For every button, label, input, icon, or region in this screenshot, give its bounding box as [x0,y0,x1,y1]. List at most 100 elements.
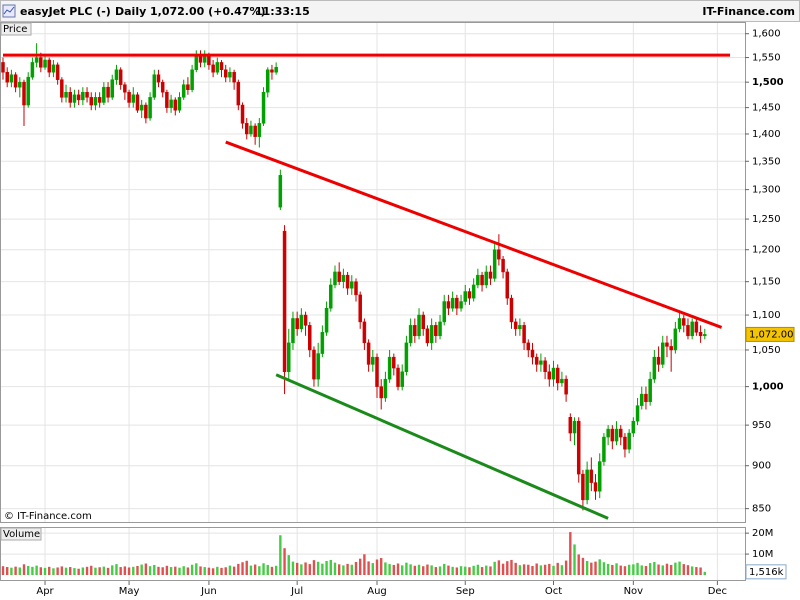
candle-body [30,62,35,78]
volume-bar [220,567,223,575]
candle-body [34,57,39,63]
candle-body [665,342,669,347]
candle-body [341,274,346,282]
volume-bar [556,562,559,575]
y-tick-label: 1,300 [752,185,781,196]
candle-body [543,360,547,372]
candle-body [308,325,312,351]
candle-body [669,346,673,351]
volume-bar [127,567,131,575]
volume-label: Volume [3,529,40,540]
y-tick-label: 850 [752,504,771,515]
candle-body [350,281,354,289]
volume-bar [552,565,555,575]
candle-body [97,97,102,103]
candle-body [534,356,539,365]
volume-bar [380,558,383,575]
candle-body [421,314,425,330]
candle-body [270,69,274,73]
x-tick-label: Jul [290,586,303,597]
volume-bar [291,561,295,575]
volume-bar [333,562,337,575]
candle-body [606,428,610,438]
volume-bar [674,562,677,575]
volume-bar [321,563,324,575]
candle-body [627,432,631,450]
candle-body [64,92,68,98]
volume-bar [350,564,353,575]
candle-body [471,284,476,299]
candle-body [539,360,543,365]
candle-body [287,342,291,372]
volume-bar [178,567,181,575]
candle-body [631,420,636,434]
candle-body [60,79,64,98]
candle-body [139,104,144,111]
volume-bar [564,560,568,575]
candle-body [9,74,14,83]
volume-bar [569,532,572,575]
y-tick-label: 1,400 [752,129,781,140]
volume-bar [111,565,114,575]
x-tick-label: May [119,586,140,597]
volume-bar [703,571,706,575]
volume-bar [52,568,55,575]
volume-bar [228,565,232,575]
candle-body [13,74,18,88]
candle-body [429,325,434,344]
volume-bar [661,565,664,575]
volume-bar [573,544,576,575]
candle-body [211,64,215,73]
y-tick-label: 1,000 [752,382,784,393]
volume-bar [106,567,110,575]
last-price-box [745,326,795,342]
x-tick-label: Sep [456,586,475,597]
candle-body [602,436,606,462]
y-tick-label: 1,150 [752,277,781,288]
candle-body [106,86,110,98]
volume-bar [371,563,375,575]
volume-bar [207,567,211,575]
y-tick-label: 1,550 [752,53,781,64]
candle-body [169,99,173,108]
candle-body [682,318,686,326]
candle-body [463,291,468,302]
candle-body [47,59,51,73]
x-tick-label: Oct [545,586,562,597]
y-tick-label: 1,100 [752,310,781,321]
volume-bar [85,566,89,575]
volume-bar [245,560,248,575]
volume-bar [644,566,648,575]
candle-body [299,314,304,330]
volume-bar [115,564,118,575]
candle-body [371,356,375,365]
volume-bar [102,566,106,575]
volume-bar [161,567,164,575]
y-tick-label: 1,450 [752,103,781,114]
chart-icon-line [3,6,15,15]
volume-bar [577,554,580,575]
trend-line [275,373,609,520]
volume-bar [35,565,38,575]
volume-bar [518,565,522,575]
volume-bar [279,535,282,575]
candle-body [581,473,585,501]
candle-body [434,325,438,337]
volume-bar [73,568,76,575]
volume-bar [602,562,606,575]
x-tick-label: Aug [367,586,387,597]
volume-bar [623,566,627,575]
time: 11:33:15 [255,5,310,18]
candle-body [623,436,627,450]
volume-bar [438,566,442,575]
candle-body [455,297,459,309]
volume-bar [270,566,274,575]
candle-body [194,54,199,71]
trend-line [225,140,723,329]
volume-bar [497,560,501,575]
candle-body [278,175,283,208]
candle-body [43,59,47,68]
candle-body [677,318,682,330]
candle-body [135,94,140,111]
